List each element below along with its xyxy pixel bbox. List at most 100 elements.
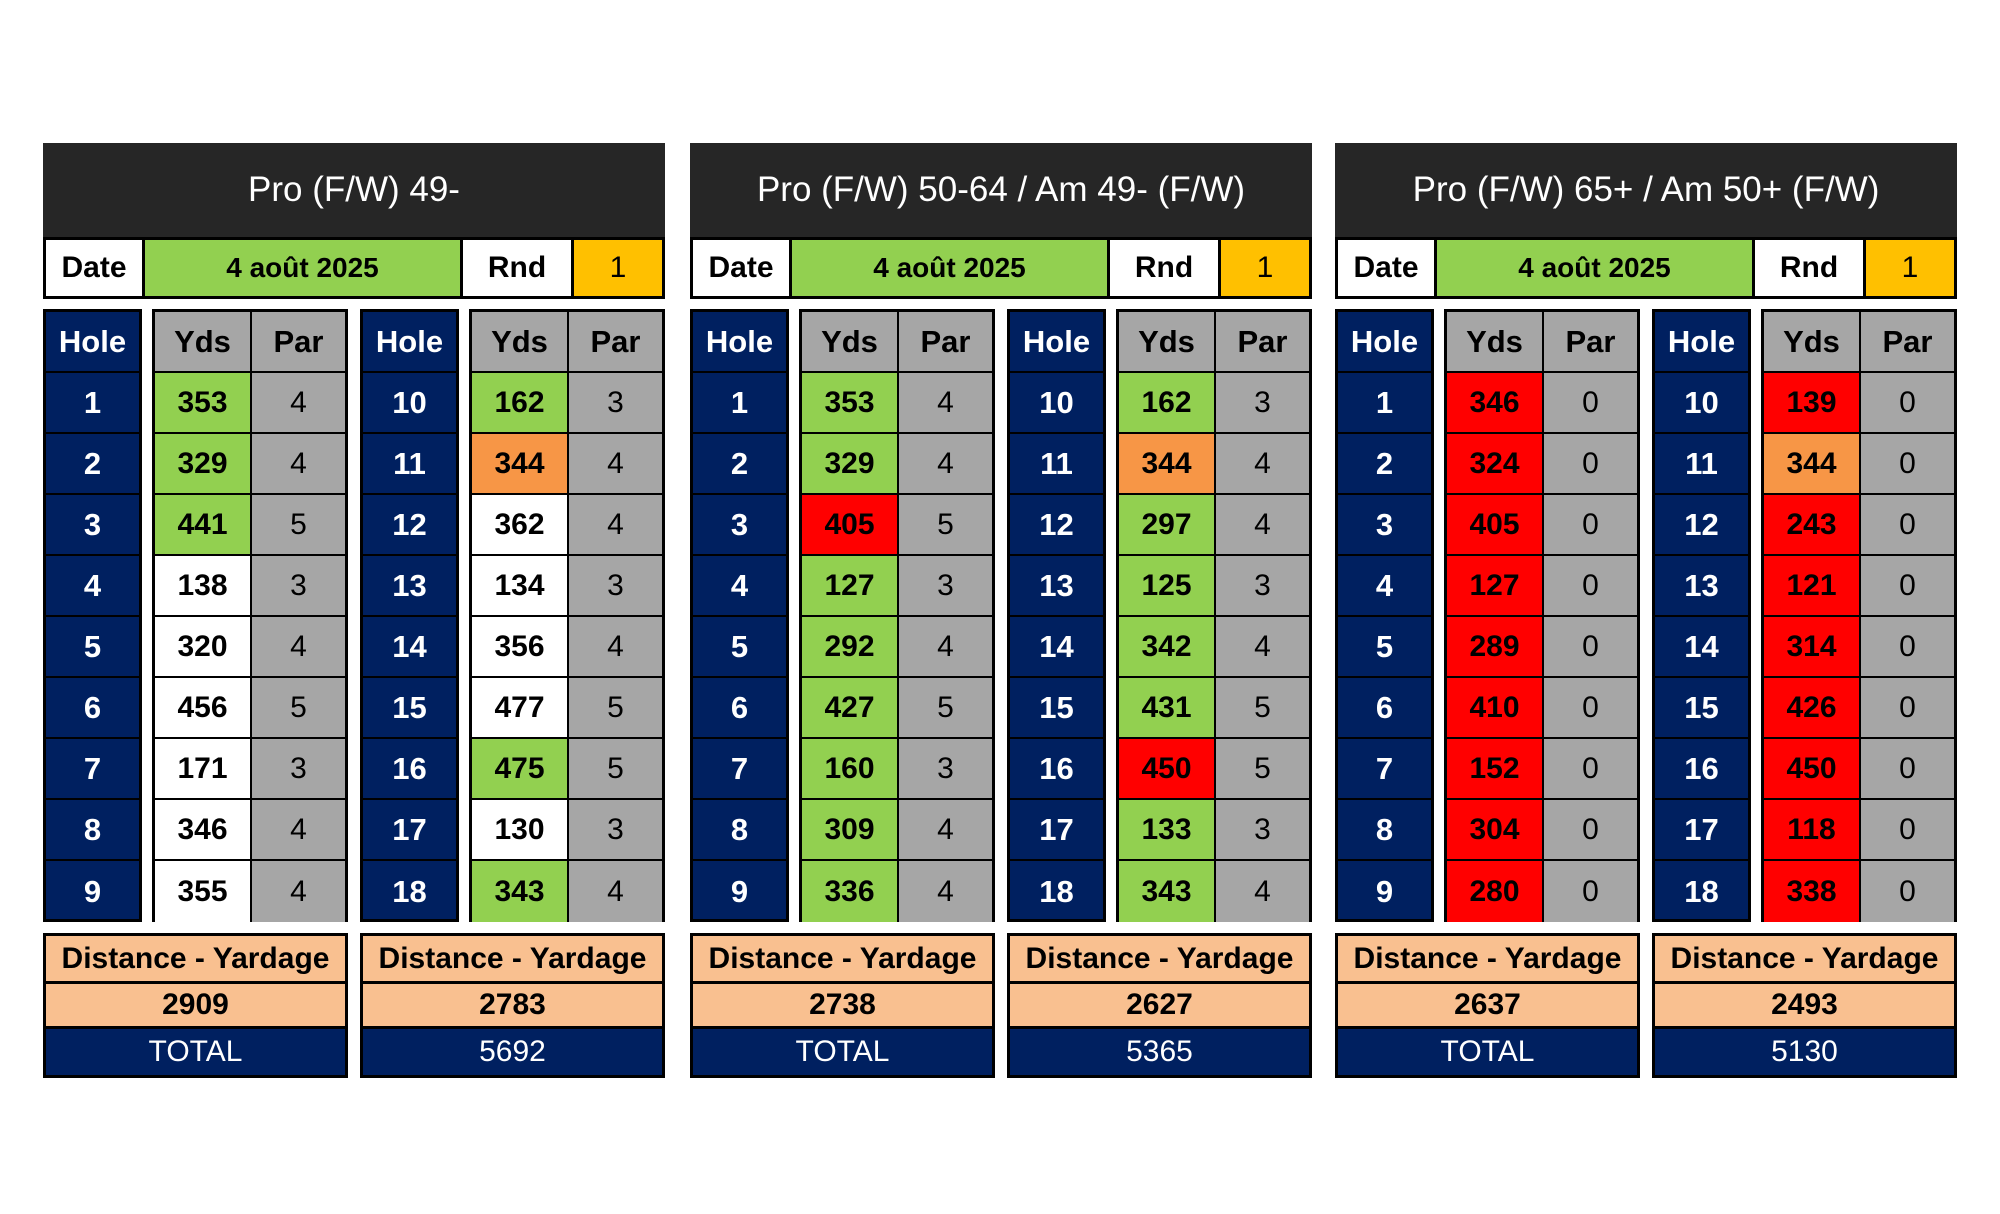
yardage-cell: 162 — [472, 373, 569, 432]
distance-yardage-label: Distance - Yardage — [1335, 933, 1640, 981]
par-cell: 0 — [1544, 434, 1637, 493]
hole-number: 1 — [693, 373, 786, 434]
par-cell: 0 — [1861, 800, 1954, 859]
table-row: 121 0 — [1764, 556, 1954, 617]
hole-number: 15 — [1010, 678, 1103, 739]
yds-header: Yds — [472, 312, 569, 371]
yardage-cell: 127 — [1447, 556, 1544, 615]
yardage-cell: 353 — [155, 373, 252, 432]
par-cell: 4 — [569, 617, 662, 676]
par-cell: 0 — [1544, 739, 1637, 798]
hole-number: 4 — [1338, 556, 1431, 617]
yardage-cell: 139 — [1764, 373, 1861, 432]
back-nine-table: Hole 10 11 12 13 14 15 16 17 18 Yds Par 162 3 344… — [360, 309, 665, 922]
table-row: 324 0 — [1447, 434, 1637, 495]
par-cell: 4 — [569, 861, 662, 922]
par-cell: 0 — [1861, 617, 1954, 676]
panel-title: Pro (F/W) 50-64 / Am 49- (F/W) — [690, 143, 1312, 237]
date-round-row: Date 4 août 2025 Rnd 1 — [1335, 237, 1957, 299]
hole-number: 3 — [46, 495, 139, 556]
hole-number: 9 — [1375, 873, 1394, 909]
table-row: 329 4 — [802, 434, 992, 495]
yardage-cell: 152 — [1447, 739, 1544, 798]
par-cell: 0 — [1861, 495, 1954, 554]
table-row: 405 0 — [1447, 495, 1637, 556]
yardage-cell: 362 — [472, 495, 569, 554]
table-row: 346 4 — [155, 800, 345, 861]
table-row: 344 0 — [1764, 434, 1954, 495]
table-row: 160 3 — [802, 739, 992, 800]
table-row: 171 3 — [155, 739, 345, 800]
table-row: 289 0 — [1447, 617, 1637, 678]
par-cell: 3 — [252, 556, 345, 615]
total-label: TOTAL — [690, 1029, 995, 1078]
hole-number: 11 — [363, 434, 456, 495]
par-cell: 5 — [569, 739, 662, 798]
table-row: 342 4 — [1119, 617, 1309, 678]
yardage-cell: 292 — [802, 617, 899, 676]
par-header: Par — [252, 312, 345, 371]
yardage-cell: 343 — [1119, 861, 1216, 922]
table-row: 133 3 — [1119, 800, 1309, 861]
par-cell: 5 — [569, 678, 662, 737]
hole-number: 8 — [46, 800, 139, 861]
par-header: Par — [899, 312, 992, 371]
yds-par-header: Yds Par — [1447, 312, 1637, 373]
par-cell: 4 — [1216, 617, 1309, 676]
table-row: 362 4 — [472, 495, 662, 556]
hole-number: 6 — [1338, 678, 1431, 739]
table-row: 355 4 — [155, 861, 345, 922]
par-cell: 4 — [252, 861, 345, 922]
date-value: 4 août 2025 — [145, 240, 463, 296]
hole-number: 6 — [46, 678, 139, 739]
yardage-cell: 329 — [155, 434, 252, 493]
table-row: 125 3 — [1119, 556, 1309, 617]
par-cell: 0 — [1544, 556, 1637, 615]
yardage-cell: 355 — [155, 861, 252, 922]
par-cell: 5 — [899, 495, 992, 554]
hole-number: 1 — [1338, 373, 1431, 434]
yardage-par-column: Yds Par 162 3 344 4 362 4 134 3 356 4 47… — [469, 309, 665, 922]
yardage-cell: 118 — [1764, 800, 1861, 859]
par-cell: 4 — [252, 617, 345, 676]
yardage-cell: 160 — [802, 739, 899, 798]
hole-number: 5 — [693, 617, 786, 678]
yardage-cell: 344 — [1119, 434, 1216, 493]
date-round-row: Date 4 août 2025 Rnd 1 — [690, 237, 1312, 299]
par-cell: 0 — [1861, 373, 1954, 432]
par-cell: 5 — [1216, 739, 1309, 798]
par-cell: 0 — [1544, 373, 1637, 432]
table-row: 353 4 — [802, 373, 992, 434]
date-value: 4 août 2025 — [792, 240, 1110, 296]
hole-number: 17 — [363, 800, 456, 861]
hole-header: Hole — [693, 312, 786, 373]
yardage-cell: 427 — [802, 678, 899, 737]
hole-number: 11 — [1655, 434, 1748, 495]
yardage-par-column: Yds Par 346 0 324 0 405 0 127 0 289 0 41… — [1444, 309, 1640, 922]
par-header: Par — [1861, 312, 1954, 371]
hole-header: Hole — [363, 312, 456, 373]
yardage-cell: 309 — [802, 800, 899, 859]
hole-number: 12 — [1010, 495, 1103, 556]
par-cell: 3 — [569, 800, 662, 859]
table-row: 450 5 — [1119, 739, 1309, 800]
hole-number: 2 — [1338, 434, 1431, 495]
yds-header: Yds — [1447, 312, 1544, 371]
front-nine-table: Hole 1 2 3 4 5 6 7 8 9 Yds Par 353 4 329 4 441 5 … — [43, 309, 348, 922]
par-cell: 3 — [1216, 556, 1309, 615]
date-label: Date — [46, 240, 145, 296]
table-row: 292 4 — [802, 617, 992, 678]
yardage-cell: 353 — [802, 373, 899, 432]
round-label: Rnd — [1755, 240, 1866, 296]
table-row: 456 5 — [155, 678, 345, 739]
yardage-cell: 441 — [155, 495, 252, 554]
table-row: 405 5 — [802, 495, 992, 556]
back-nine-table: Hole 10 11 12 13 14 15 16 17 18 Yds Par 139 0 344… — [1652, 309, 1957, 922]
date-round-row: Date 4 août 2025 Rnd 1 — [43, 237, 665, 299]
yardage-cell: 138 — [155, 556, 252, 615]
hole-number: 9 — [83, 873, 102, 909]
hole-number: 7 — [1338, 739, 1431, 800]
yardage-cell: 320 — [155, 617, 252, 676]
front-nine-table: Hole 1 2 3 4 5 6 7 8 9 Yds Par 353 4 329 4 405 5 … — [690, 309, 995, 922]
hole-number: 12 — [363, 495, 456, 556]
